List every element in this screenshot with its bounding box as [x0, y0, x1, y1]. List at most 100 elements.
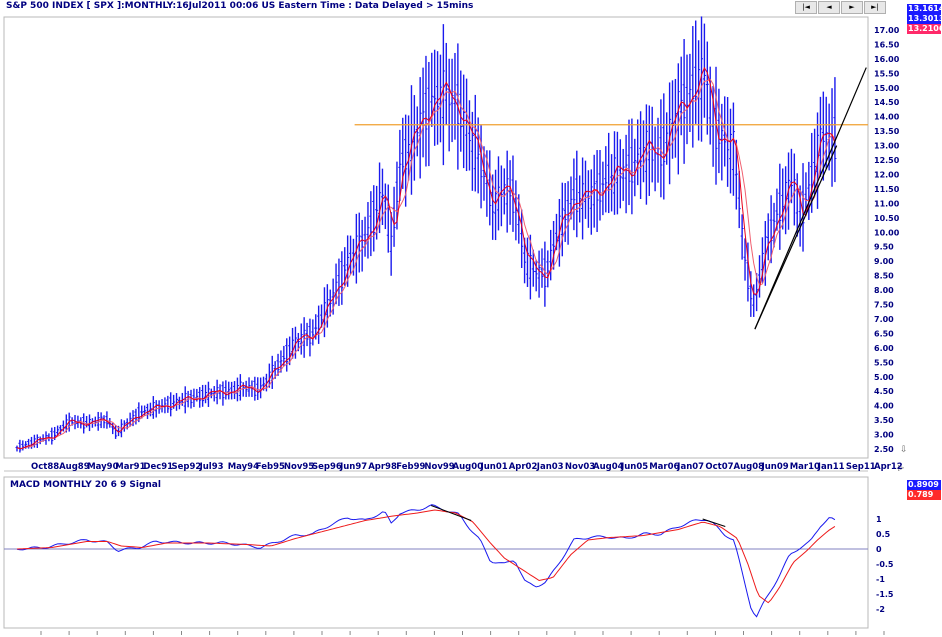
previous-button[interactable]: ◄	[818, 1, 840, 14]
x-tick-label: May90	[87, 462, 118, 472]
x-tick-label: Apr02	[509, 462, 538, 472]
main-chart-plot	[15, 16, 868, 453]
x-tick-label: Aug89	[59, 462, 90, 472]
lower-trendline	[754, 145, 838, 330]
price-badge-2: 13.3013	[907, 14, 942, 24]
y-tick-label: 6.00	[874, 344, 894, 353]
y-tick-label: 8.00	[874, 286, 894, 295]
y-tick-label: 4.00	[874, 402, 894, 411]
x-tick-label: Dec91	[143, 462, 173, 472]
x-tick-label: Mar06	[649, 462, 679, 472]
y-tick-label: 12.00	[874, 170, 900, 179]
y-tick-label: 11.50	[874, 185, 900, 194]
y-tick-label: 2.50	[874, 445, 894, 454]
x-tick-label: Apr98	[368, 462, 397, 472]
x-tick-label: Feb99	[396, 462, 425, 472]
y-tick-label: 4.50	[874, 387, 894, 396]
x-tick-label: Jul93	[199, 462, 224, 472]
macd-plot-border	[3, 476, 869, 629]
y-tick-label: 11.00	[874, 199, 900, 208]
x-tick-label: Jun97	[339, 462, 367, 472]
y-tick-label: 8.50	[874, 272, 894, 281]
last-button[interactable]: ►|	[864, 1, 886, 14]
y-tick-label: 9.00	[874, 257, 894, 266]
y-tick-label: 14.00	[874, 113, 900, 122]
macd-y-tick-label: -0.5	[876, 560, 894, 569]
slow-moving-average	[16, 78, 836, 450]
y-tick-label: 7.50	[874, 301, 894, 310]
macd-y-tick-label: 0	[876, 545, 882, 554]
macd-y-tick-label: -1	[876, 575, 885, 584]
x-tick-label: May94	[228, 462, 259, 472]
y-tick-label: 14.50	[874, 98, 900, 107]
navigation-buttons: |◄ ◄ ► ►|	[795, 1, 886, 14]
x-tick-label: Feb95	[256, 462, 285, 472]
y-tick-label: 10.50	[874, 214, 900, 223]
y-tick-label: 16.50	[874, 40, 900, 49]
macd-chart-frame	[3, 476, 869, 629]
x-tick-label: Jun01	[480, 462, 508, 472]
x-tick-label: Apr12	[874, 462, 903, 472]
x-tick-label: Nov99	[424, 462, 454, 472]
y-tick-label: 16.00	[874, 55, 900, 64]
y-tick-label: 7.00	[874, 315, 894, 324]
x-tick-label: Jun09	[761, 462, 789, 472]
x-tick-label: Nov03	[565, 462, 595, 472]
y-tick-label: 5.00	[874, 373, 894, 382]
macd-badge: 0.8909	[907, 480, 941, 490]
x-tick-label: Jun05	[620, 462, 648, 472]
macd-y-tick-label: -2	[876, 605, 885, 614]
signal-badge: 0.789	[907, 490, 941, 500]
x-tick-label: Sep11	[846, 462, 876, 472]
y-tick-label: 10.00	[874, 228, 900, 237]
y-tick-label: 6.50	[874, 329, 894, 338]
macd-y-axis: 1 0.5 0 -0.5 -1 -1.5 -2	[876, 515, 894, 614]
y-tick-label: 9.50	[874, 243, 894, 252]
y-tick-label: 13.50	[874, 127, 900, 136]
y-tick-label: 12.50	[874, 156, 900, 165]
y-tick-label: 5.50	[874, 358, 894, 367]
first-button[interactable]: |◄	[795, 1, 817, 14]
x-tick-label: Aug08	[734, 462, 765, 472]
y-tick-label: 13.00	[874, 142, 900, 151]
x-tick-label: Sep92	[172, 462, 202, 472]
x-tick-label: Aug00	[453, 462, 484, 472]
macd-chart-plot	[16, 504, 836, 618]
macd-title: MACD MONTHLY 20 6 9 Signal	[10, 480, 161, 490]
scroll-right-icon: ▷	[898, 463, 905, 472]
signal-line	[16, 509, 836, 604]
x-tick-label: Aug04	[593, 462, 624, 472]
y-tick-label: 3.50	[874, 416, 894, 425]
macd-y-tick-label: 1	[876, 515, 882, 524]
macd-trendline	[702, 518, 726, 527]
x-tick-label: Jan03	[536, 462, 564, 472]
x-tick-label: Mar10	[790, 462, 820, 472]
x-tick-label: Mar91	[115, 462, 145, 472]
x-tick-label: Nov95	[284, 462, 314, 472]
x-tick-label: Jan07	[676, 462, 704, 472]
x-tick-label: Oct88	[31, 462, 59, 472]
macd-trendline	[431, 505, 472, 521]
next-button[interactable]: ►	[841, 1, 863, 14]
price-badge-3: 13.2106	[907, 24, 942, 34]
main-plot-border	[3, 16, 869, 459]
x-tick-label: Sep96	[312, 462, 342, 472]
upper-trendline	[754, 67, 867, 330]
fast-moving-average	[16, 66, 836, 450]
main-y-axis: 17.00 16.50 16.00 15.50 15.00 14.50 14.00 13.50…	[874, 26, 900, 454]
chart-title: S&P 500 INDEX [ SPX ]:MONTHLY:16Jul2011 …	[6, 1, 474, 11]
x-tick-label: Oct07	[705, 462, 733, 472]
y-tick-label: 15.00	[874, 84, 900, 93]
y-tick-label: 17.00	[874, 26, 900, 35]
macd-y-tick-label: -1.5	[876, 590, 894, 599]
main-chart-frame: ⇩▷	[3, 16, 908, 472]
x-tick-label: Jan11	[817, 462, 845, 472]
y-tick-label: 15.50	[874, 69, 900, 78]
scroll-down-icon: ⇩	[900, 445, 908, 455]
macd-y-tick-label: 0.5	[876, 530, 891, 539]
y-tick-label: 3.00	[874, 431, 894, 440]
macd-line	[16, 504, 836, 618]
price-badge-1: 13.1614	[907, 4, 942, 14]
